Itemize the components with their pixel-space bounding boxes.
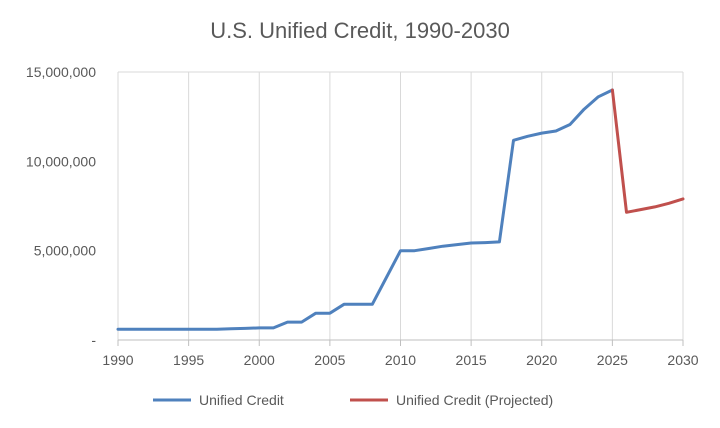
x-tick-label-1990: 1990 — [102, 352, 133, 368]
x-tick-label-2005: 2005 — [314, 352, 345, 368]
y-tick-label-3: 15,000,000 — [26, 64, 96, 80]
x-tick-label-1995: 1995 — [173, 352, 204, 368]
x-tick-label-2010: 2010 — [385, 352, 416, 368]
x-tick-label-2020: 2020 — [526, 352, 557, 368]
x-tick-label-2000: 2000 — [244, 352, 275, 368]
series-lines — [116, 88, 685, 331]
series-line-0 — [116, 88, 614, 331]
x-tick-label-2015: 2015 — [456, 352, 487, 368]
y-tick-label-0: - — [91, 332, 96, 348]
chart-title: U.S. Unified Credit, 1990-2030 — [210, 18, 510, 43]
x-tick-label-2030: 2030 — [667, 352, 698, 368]
y-tick-label-2: 10,000,000 — [26, 153, 96, 169]
series-line-1 — [610, 88, 685, 214]
y-tick-label-1: 5,000,000 — [34, 243, 96, 259]
y-axis-tick-labels: - 5,000,000 10,000,000 15,000,000 — [26, 64, 96, 348]
x-axis-tick-labels: 1990 1995 2000 2005 2010 2015 2020 2025 2030 — [102, 352, 698, 368]
legend-label-1: Unified Credit (Projected) — [396, 392, 553, 408]
gridlines — [117, 71, 684, 340]
x-tick-label-2025: 2025 — [597, 352, 628, 368]
axes — [117, 339, 684, 346]
legend: Unified Credit Unified Credit (Projected) — [153, 392, 553, 408]
legend-label-0: Unified Credit — [199, 392, 284, 408]
